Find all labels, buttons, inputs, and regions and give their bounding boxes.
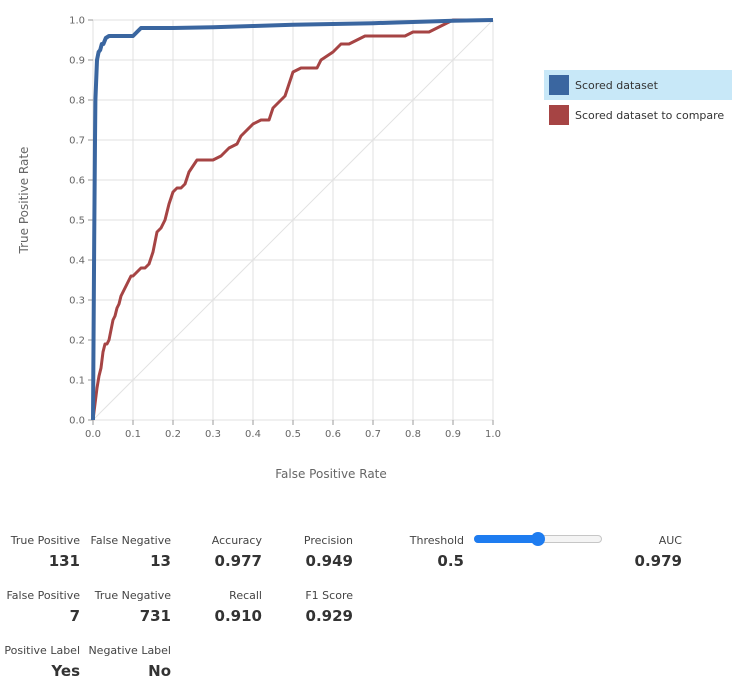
metric-positive-label: Positive Label Yes — [4, 644, 80, 680]
y-tick-label: 0.7 — [69, 136, 85, 147]
y-tick-label: 1.0 — [69, 16, 85, 27]
y-tick-label: 0.0 — [69, 416, 85, 427]
metric-threshold: Threshold 0.5 — [410, 534, 464, 570]
metric-precision: Precision 0.949 — [304, 534, 353, 570]
y-tick-label: 0.5 — [69, 216, 85, 227]
metric-false-negative-value: 13 — [150, 552, 171, 570]
metric-false-negative: False Negative 13 — [91, 534, 171, 570]
y-axis-label: True Positive Rate — [17, 147, 31, 255]
legend-label-scored-dataset: Scored dataset — [575, 78, 658, 92]
legend-item-scored-dataset-to-compare[interactable]: Scored dataset to compare — [544, 100, 732, 130]
metric-accuracy-value: 0.977 — [214, 552, 262, 570]
metric-recall-value: 0.910 — [214, 607, 262, 625]
metric-true-positive-value: 131 — [48, 552, 80, 570]
metric-true-negative: True Negative 731 — [95, 589, 171, 625]
metric-auc-label: AUC — [658, 534, 682, 547]
metric-true-positive: True Positive 131 — [11, 534, 80, 570]
legend-swatch-scored-dataset-to-compare — [549, 105, 569, 125]
legend-item-scored-dataset[interactable]: Scored dataset — [544, 70, 732, 100]
metric-auc-value: 0.979 — [634, 552, 682, 570]
x-axis-label: False Positive Rate — [275, 467, 387, 481]
metric-negative-label-label: Negative Label — [88, 644, 171, 657]
y-axis-ticks: 0.0 0.1 0.2 0.3 0.4 0.5 0.6 0.7 0.8 0.9 1.0 — [69, 16, 93, 427]
metric-f1-score-label: F1 Score — [305, 589, 353, 602]
x-tick-label: 0.4 — [245, 429, 261, 440]
threshold-slider-fill — [474, 535, 538, 543]
metric-positive-label-label: Positive Label — [4, 644, 80, 657]
legend-label-scored-dataset-to-compare: Scored dataset to compare — [575, 108, 725, 122]
grid — [92, 19, 494, 421]
y-tick-label: 0.8 — [69, 96, 85, 107]
metric-negative-label-value: No — [148, 662, 171, 680]
metric-false-positive-value: 7 — [69, 607, 80, 625]
y-tick-label: 0.4 — [69, 256, 85, 267]
y-tick-label: 0.1 — [69, 376, 85, 387]
metric-precision-label: Precision — [303, 534, 353, 547]
diagonal-reference-line — [92, 19, 494, 421]
metric-true-negative-value: 731 — [139, 607, 171, 625]
x-tick-label: 0.7 — [365, 429, 381, 440]
metric-false-negative-label: False Negative — [90, 534, 171, 547]
legend: Scored dataset Scored dataset to compare — [544, 70, 732, 130]
x-tick-label: 0.0 — [85, 429, 101, 440]
metric-auc: AUC 0.979 — [635, 534, 682, 570]
y-tick-label: 0.9 — [69, 56, 85, 67]
x-tick-label: 0.9 — [445, 429, 461, 440]
threshold-slider[interactable] — [474, 532, 602, 546]
x-tick-label: 0.6 — [325, 429, 341, 440]
metric-true-negative-label: True Negative — [94, 589, 171, 602]
metric-accuracy: Accuracy 0.977 — [212, 534, 262, 570]
legend-swatch-scored-dataset — [549, 75, 569, 95]
metric-recall: Recall 0.910 — [215, 589, 262, 625]
metric-precision-value: 0.949 — [305, 552, 353, 570]
x-tick-label: 1.0 — [485, 429, 501, 440]
series-lines — [91, 18, 494, 421]
metric-true-positive-label: True Positive — [10, 534, 80, 547]
metric-false-positive: False Positive 7 — [6, 589, 80, 625]
y-tick-label: 0.6 — [69, 176, 85, 187]
x-tick-label: 0.1 — [125, 429, 141, 440]
series-line-scored-dataset — [91, 18, 494, 421]
y-tick-label: 0.3 — [69, 296, 85, 307]
metric-false-positive-label: False Positive — [6, 589, 80, 602]
metric-accuracy-label: Accuracy — [211, 534, 262, 547]
x-tick-label: 0.3 — [205, 429, 221, 440]
roc-chart: 0.0 0.1 0.2 0.3 0.4 0.5 0.6 0.7 0.8 0.9 1.0 0.0 0.1… — [17, 16, 501, 482]
metric-f1-score-value: 0.929 — [305, 607, 353, 625]
x-tick-label: 0.2 — [165, 429, 181, 440]
y-tick-label: 0.2 — [69, 336, 85, 347]
metric-negative-label: Negative Label No — [88, 644, 171, 680]
x-axis-ticks: 0.0 0.1 0.2 0.3 0.4 0.5 0.6 0.7 0.8 0.9 1.0 — [85, 420, 501, 440]
x-tick-label: 0.8 — [405, 429, 421, 440]
metric-recall-label: Recall — [229, 589, 262, 602]
metric-positive-label-value: Yes — [51, 662, 80, 680]
x-tick-label: 0.5 — [285, 429, 301, 440]
threshold-slider-thumb[interactable] — [531, 532, 545, 546]
metric-threshold-label: Threshold — [409, 534, 464, 547]
metric-f1-score: F1 Score 0.929 — [305, 589, 353, 625]
metric-threshold-value: 0.5 — [437, 552, 464, 570]
series-line-scored-dataset-to-compare — [91, 18, 493, 421]
